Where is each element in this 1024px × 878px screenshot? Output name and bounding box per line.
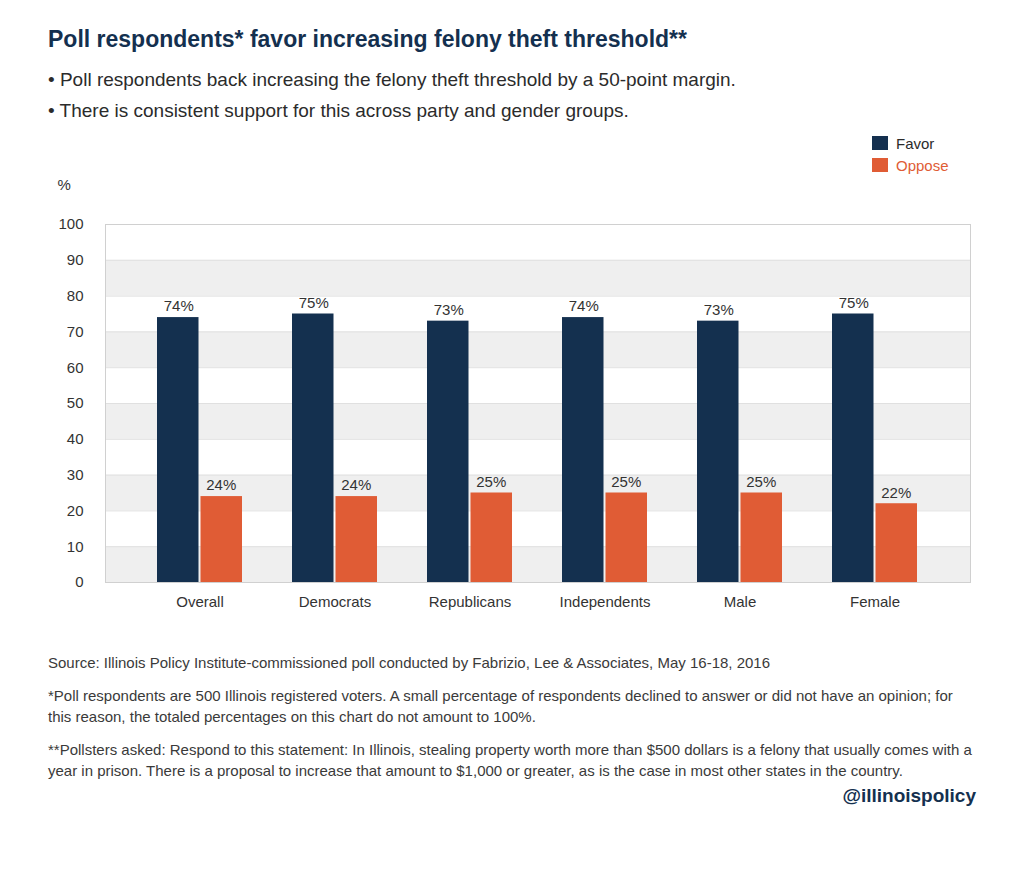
- svg-text:50: 50: [67, 394, 84, 411]
- svg-text:25%: 25%: [611, 473, 641, 490]
- svg-text:Independents: Independents: [560, 593, 651, 610]
- svg-text:80: 80: [67, 287, 84, 304]
- svg-text:40: 40: [67, 430, 84, 447]
- html-text:• There is consistent support: • There is consistent support for this a…: [48, 100, 629, 121]
- svg-text:75%: 75%: [299, 294, 329, 311]
- svg-text:25%: 25%: [746, 473, 776, 490]
- html-text:@illinoispolicy: @illinoispolicy: [842, 785, 976, 806]
- html-text:**Pollsters asked: Respond to: **Pollsters asked: Respond to this state…: [48, 741, 972, 779]
- svg-text:22%: 22%: [881, 484, 911, 501]
- svg-text:Male: Male: [724, 593, 757, 610]
- svg-text:30: 30: [67, 466, 84, 483]
- html-text:Favor: Favor: [896, 134, 935, 152]
- html-text:*Poll respondents are 500 Illi: *Poll respondents are 500 Illinois regis…: [48, 687, 953, 725]
- svg-text:90: 90: [67, 251, 84, 268]
- svg-text:100: 100: [58, 215, 83, 232]
- html-text:Poll respondents* favor increa: Poll respondents* favor increasing felon…: [48, 26, 687, 52]
- svg-text:Overall: Overall: [176, 593, 224, 610]
- svg-text:25%: 25%: [476, 473, 506, 490]
- svg-text:60: 60: [67, 359, 84, 376]
- svg-text:Female: Female: [850, 593, 900, 610]
- svg-text:74%: 74%: [569, 297, 599, 314]
- html-text:• Poll respondents back increa: • Poll respondents back increasing the f…: [48, 69, 736, 90]
- svg-text:24%: 24%: [341, 476, 371, 493]
- svg-text:73%: 73%: [704, 301, 734, 318]
- html-text:Oppose: Oppose: [896, 156, 949, 174]
- svg-text:70: 70: [67, 323, 84, 340]
- svg-text:0: 0: [75, 573, 83, 590]
- svg-text:%: %: [58, 176, 71, 193]
- svg-text:Democrats: Democrats: [299, 593, 372, 610]
- svg-text:73%: 73%: [434, 301, 464, 318]
- svg-text:24%: 24%: [206, 476, 236, 493]
- svg-text:20: 20: [67, 502, 84, 519]
- svg-text:74%: 74%: [164, 297, 194, 314]
- svg-text:Republicans: Republicans: [429, 593, 512, 610]
- svg-text:75%: 75%: [839, 294, 869, 311]
- svg-text:10: 10: [67, 538, 84, 555]
- html-text:Source: Illinois Policy Instit: Source: Illinois Policy Institute-commis…: [48, 654, 770, 671]
